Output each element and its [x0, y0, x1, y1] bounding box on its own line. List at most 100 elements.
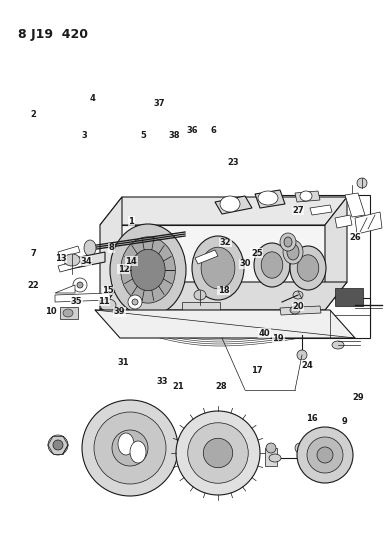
Text: 31: 31 — [118, 358, 129, 367]
Text: 27: 27 — [292, 206, 304, 215]
Ellipse shape — [192, 236, 244, 300]
Text: 1: 1 — [129, 217, 134, 225]
Polygon shape — [58, 260, 82, 272]
Ellipse shape — [332, 341, 344, 349]
Polygon shape — [100, 197, 122, 310]
Ellipse shape — [220, 196, 240, 212]
Text: 25: 25 — [251, 249, 263, 257]
Text: 8 J19  420: 8 J19 420 — [18, 28, 88, 41]
Text: 13: 13 — [55, 254, 67, 263]
Polygon shape — [355, 212, 382, 234]
Text: 12: 12 — [118, 265, 129, 273]
Polygon shape — [100, 225, 325, 310]
Ellipse shape — [73, 278, 87, 292]
Ellipse shape — [317, 447, 333, 463]
Ellipse shape — [203, 438, 233, 467]
Text: 28: 28 — [216, 382, 227, 391]
Text: 29: 29 — [353, 393, 365, 401]
Polygon shape — [310, 205, 332, 215]
Polygon shape — [270, 195, 370, 335]
Text: 40: 40 — [259, 329, 270, 337]
Text: 34: 34 — [80, 257, 92, 265]
Polygon shape — [195, 250, 218, 264]
Text: 38: 38 — [169, 132, 180, 140]
Ellipse shape — [84, 240, 96, 256]
Text: 11: 11 — [98, 297, 110, 305]
Text: 18: 18 — [218, 286, 229, 295]
Text: 8: 8 — [109, 244, 114, 252]
Text: 39: 39 — [114, 308, 125, 316]
Text: 9: 9 — [342, 417, 348, 425]
Ellipse shape — [110, 224, 186, 316]
Text: 24: 24 — [302, 361, 314, 369]
Ellipse shape — [112, 430, 148, 466]
Polygon shape — [55, 285, 75, 293]
Ellipse shape — [261, 252, 283, 278]
Polygon shape — [345, 193, 365, 217]
Ellipse shape — [290, 306, 300, 314]
Text: 5: 5 — [140, 132, 146, 140]
Bar — [60, 307, 78, 319]
Ellipse shape — [63, 309, 73, 317]
Ellipse shape — [300, 191, 312, 201]
Ellipse shape — [94, 412, 166, 484]
Text: 20: 20 — [292, 302, 304, 311]
Text: 6: 6 — [211, 126, 216, 135]
Ellipse shape — [293, 291, 303, 299]
Text: 36: 36 — [186, 126, 198, 135]
Text: 19: 19 — [272, 334, 284, 343]
Ellipse shape — [201, 247, 235, 289]
Ellipse shape — [280, 233, 296, 251]
Ellipse shape — [130, 441, 146, 463]
Ellipse shape — [48, 435, 68, 455]
Ellipse shape — [131, 249, 165, 290]
Polygon shape — [335, 215, 352, 228]
Polygon shape — [280, 306, 321, 315]
Text: 17: 17 — [251, 366, 263, 375]
Text: 14: 14 — [125, 257, 137, 265]
Ellipse shape — [306, 454, 314, 462]
Ellipse shape — [290, 246, 326, 290]
Ellipse shape — [258, 191, 278, 205]
Polygon shape — [65, 252, 105, 270]
Text: 4: 4 — [89, 94, 95, 103]
Polygon shape — [100, 197, 347, 225]
Ellipse shape — [266, 443, 276, 453]
Ellipse shape — [284, 237, 292, 247]
Text: 32: 32 — [220, 238, 231, 247]
Text: 21: 21 — [172, 382, 184, 391]
Ellipse shape — [357, 178, 367, 188]
Polygon shape — [325, 197, 347, 310]
Polygon shape — [95, 310, 355, 338]
Polygon shape — [270, 298, 370, 338]
Ellipse shape — [254, 243, 290, 287]
Text: 3: 3 — [82, 132, 87, 140]
Text: 15: 15 — [102, 286, 114, 295]
Text: 2: 2 — [31, 110, 36, 119]
Text: 22: 22 — [27, 281, 39, 289]
Text: 16: 16 — [306, 414, 318, 423]
Ellipse shape — [297, 255, 319, 281]
Ellipse shape — [100, 299, 116, 311]
Polygon shape — [255, 190, 285, 208]
Text: 35: 35 — [71, 297, 82, 305]
Ellipse shape — [128, 295, 142, 309]
Ellipse shape — [295, 443, 305, 453]
Ellipse shape — [176, 411, 260, 495]
Text: 37: 37 — [153, 100, 165, 108]
Text: 33: 33 — [157, 377, 169, 385]
Ellipse shape — [283, 240, 303, 264]
Ellipse shape — [188, 423, 248, 483]
Text: 30: 30 — [239, 260, 251, 268]
Bar — [335, 288, 363, 306]
Ellipse shape — [82, 400, 178, 496]
Ellipse shape — [287, 244, 299, 260]
Ellipse shape — [77, 282, 83, 288]
Polygon shape — [100, 282, 347, 310]
Ellipse shape — [121, 237, 175, 303]
Polygon shape — [55, 293, 110, 302]
Ellipse shape — [64, 254, 80, 266]
Bar — [182, 302, 220, 316]
Ellipse shape — [132, 299, 138, 305]
Polygon shape — [295, 191, 320, 202]
